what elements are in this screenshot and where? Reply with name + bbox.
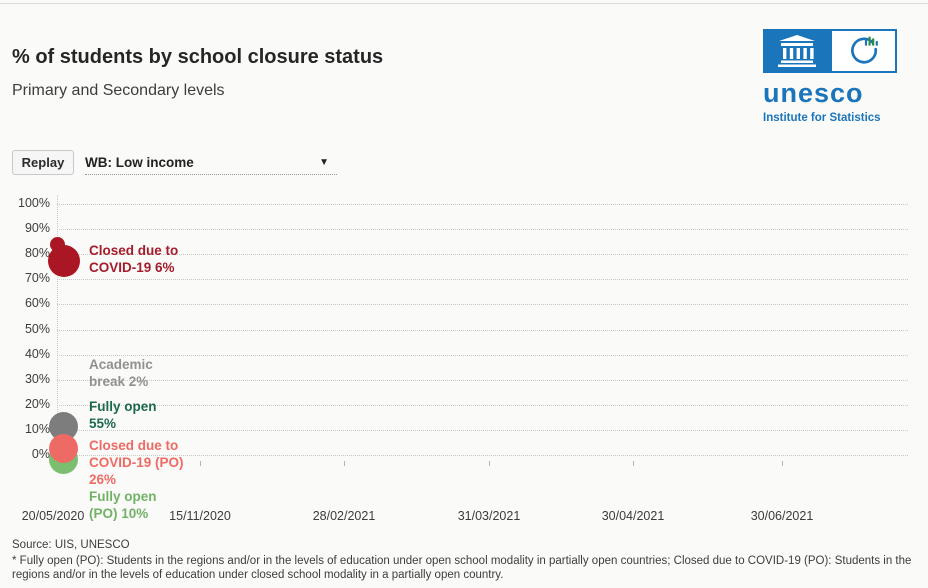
x-axis-tick-mark [344,461,345,466]
replay-button[interactable]: Replay [12,150,74,175]
closed-covid-bubble [48,245,80,277]
x-axis-tick-label: 15/11/2020 [169,509,231,523]
x-axis-tick-mark [200,461,201,466]
unesco-wordmark: unesco [763,78,864,108]
y-gridline [57,229,908,231]
unesco-uis-logo: unesco Institute for Statistics [763,29,899,124]
region-dropdown[interactable]: WB: Low income ▼ [85,150,337,175]
circle-bars-icon [830,29,897,73]
y-gridline [57,354,908,356]
page-title: % of students by school closure status [12,46,384,68]
logo-squares [763,29,899,73]
chevron-down-icon: ▼ [319,156,329,168]
y-gridline [57,379,908,381]
y-gridline [57,279,908,281]
y-axis-tick-label: 20% [24,396,50,411]
x-axis-tick-label: 30/04/2021 [601,509,665,523]
y-gridline [57,429,908,431]
y-axis-tick-label: 40% [24,346,50,361]
y-axis-line [57,195,58,466]
x-axis-tick-label: 20/05/2020 [21,509,85,523]
y-gridline [57,329,908,331]
y-axis-tick-label: 80% [24,246,50,261]
closed-covid-label: Closed due to COVID-19 6% [89,243,179,275]
fully-open-po-label: Fully open (PO) 10% [89,489,157,521]
x-axis-tick-mark [633,461,634,466]
uis-tagline: Institute for Statistics [763,112,881,124]
page-subtitle: Primary and Secondary levels [12,82,225,99]
y-gridline [57,204,908,205]
source-note: Source: UIS, UNESCO [12,539,130,551]
y-axis-tick-label: 30% [24,371,50,386]
closed-covid-po-bubble [48,433,78,463]
y-axis-tick-label: 90% [24,221,50,236]
region-dropdown-value: WB: Low income [85,154,194,170]
x-axis-tick-label: 31/03/2021 [457,509,521,523]
closed-covid-po-label: Closed due to COVID-19 (PO) 26% [89,438,184,487]
y-axis-tick-label: 10% [24,421,50,436]
y-axis-tick-label: 70% [24,271,50,286]
y-gridline [57,455,908,456]
academic-break-label: Academic break 2% [89,357,153,389]
x-axis-tick-label: 28/02/2021 [312,509,376,523]
y-axis-tick-label: 100% [18,196,50,210]
y-gridline [57,404,908,406]
x-axis-tick-label: 30/06/2021 [750,509,814,523]
x-axis-tick-mark [489,461,490,466]
y-axis-tick-label: 0% [31,447,50,461]
x-axis-tick-mark [782,461,783,466]
fully-open-label: Fully open 55% [89,399,157,431]
y-axis-tick-label: 50% [24,321,50,336]
footnote: * Fully open (PO): Students in the regio… [12,555,912,581]
y-axis-tick-label: 60% [24,296,50,311]
y-gridline [57,304,908,306]
top-divider [0,3,928,4]
y-gridline [57,254,908,256]
temple-icon [763,29,830,73]
